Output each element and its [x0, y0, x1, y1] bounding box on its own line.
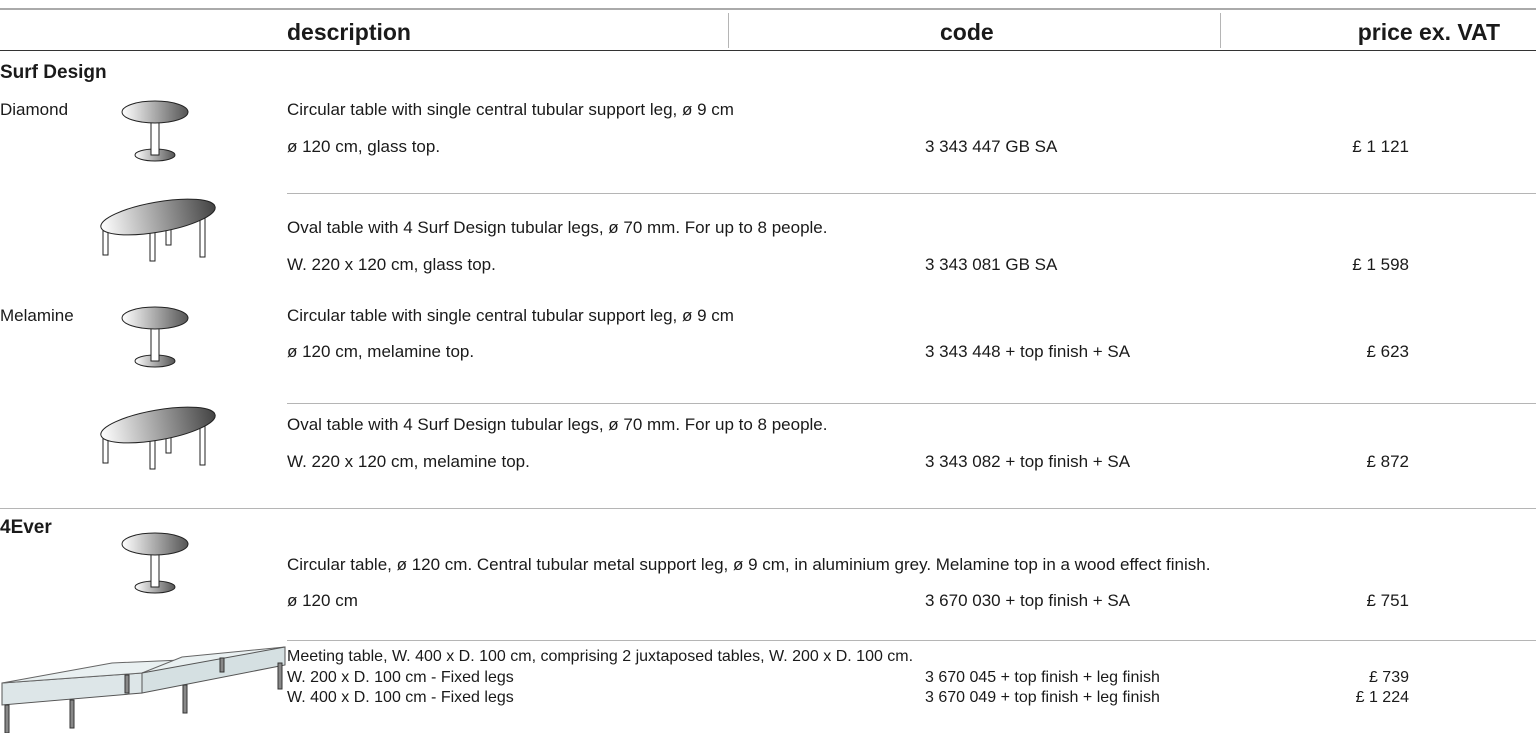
- item-size: W. 200 x D. 100 cm - Fixed legs: [287, 669, 514, 686]
- item-size: W. 220 x 120 cm, glass top.: [287, 255, 496, 274]
- item-code: 3 670 049 + top finish + leg finish: [925, 689, 1160, 706]
- item-size: ø 120 cm, glass top.: [287, 137, 441, 156]
- meeting-table-icon: [1, 646, 286, 733]
- item-price: £ 1 224: [1355, 689, 1409, 706]
- oval-table-icon: [100, 198, 216, 262]
- item-description: Circular table with single central tubul…: [287, 100, 734, 119]
- item-rule: [287, 193, 1536, 194]
- item-code: 3 670 030 + top finish + SA: [925, 591, 1131, 610]
- item-code: 3 343 082 + top finish + SA: [925, 452, 1131, 471]
- item-description: Oval table with 4 Surf Design tubular le…: [287, 415, 828, 434]
- round-table-icon: [121, 306, 189, 368]
- item-price: £ 1 598: [1352, 255, 1409, 274]
- item-price: £ 1 121: [1352, 137, 1409, 156]
- round-table-icon: [121, 532, 189, 594]
- item-description: Circular table with single central tubul…: [287, 306, 734, 325]
- item-code: 3 343 447 GB SA: [925, 137, 1058, 156]
- section-title: Surf Design: [0, 62, 107, 83]
- header-code: code: [940, 19, 994, 45]
- header-description: description: [287, 19, 411, 45]
- item-code: 3 343 081 GB SA: [925, 255, 1058, 274]
- item-label: Melamine: [0, 306, 74, 325]
- section-title: 4Ever: [0, 517, 52, 538]
- item-description: Oval table with 4 Surf Design tubular le…: [287, 218, 828, 237]
- top-rule: [0, 8, 1536, 10]
- item-rule: [287, 640, 1536, 641]
- item-description: Circular table, ø 120 cm. Central tubula…: [287, 555, 1211, 574]
- header-divider: [728, 13, 729, 48]
- item-description: Meeting table, W. 400 x D. 100 cm, compr…: [287, 648, 914, 665]
- oval-table-icon: [100, 406, 216, 470]
- header-rule: [0, 50, 1536, 51]
- round-table-icon: [121, 100, 189, 162]
- header-price: price ex. VAT: [1357, 19, 1500, 45]
- item-code: 3 343 448 + top finish + SA: [925, 342, 1131, 361]
- section-rule: [0, 508, 1536, 509]
- item-price: £ 623: [1366, 342, 1409, 361]
- item-price: £ 872: [1366, 452, 1409, 471]
- item-price: £ 751: [1366, 591, 1409, 610]
- item-rule: [287, 403, 1536, 404]
- item-code: 3 670 045 + top finish + leg finish: [925, 669, 1160, 686]
- item-size: ø 120 cm, melamine top.: [287, 342, 475, 361]
- header-divider: [1220, 13, 1221, 48]
- item-price: £ 739: [1368, 669, 1409, 686]
- item-size: W. 220 x 120 cm, melamine top.: [287, 452, 530, 471]
- item-size: ø 120 cm: [287, 591, 358, 610]
- item-label: Diamond: [0, 100, 69, 119]
- item-size: W. 400 x D. 100 cm - Fixed legs: [287, 689, 514, 706]
